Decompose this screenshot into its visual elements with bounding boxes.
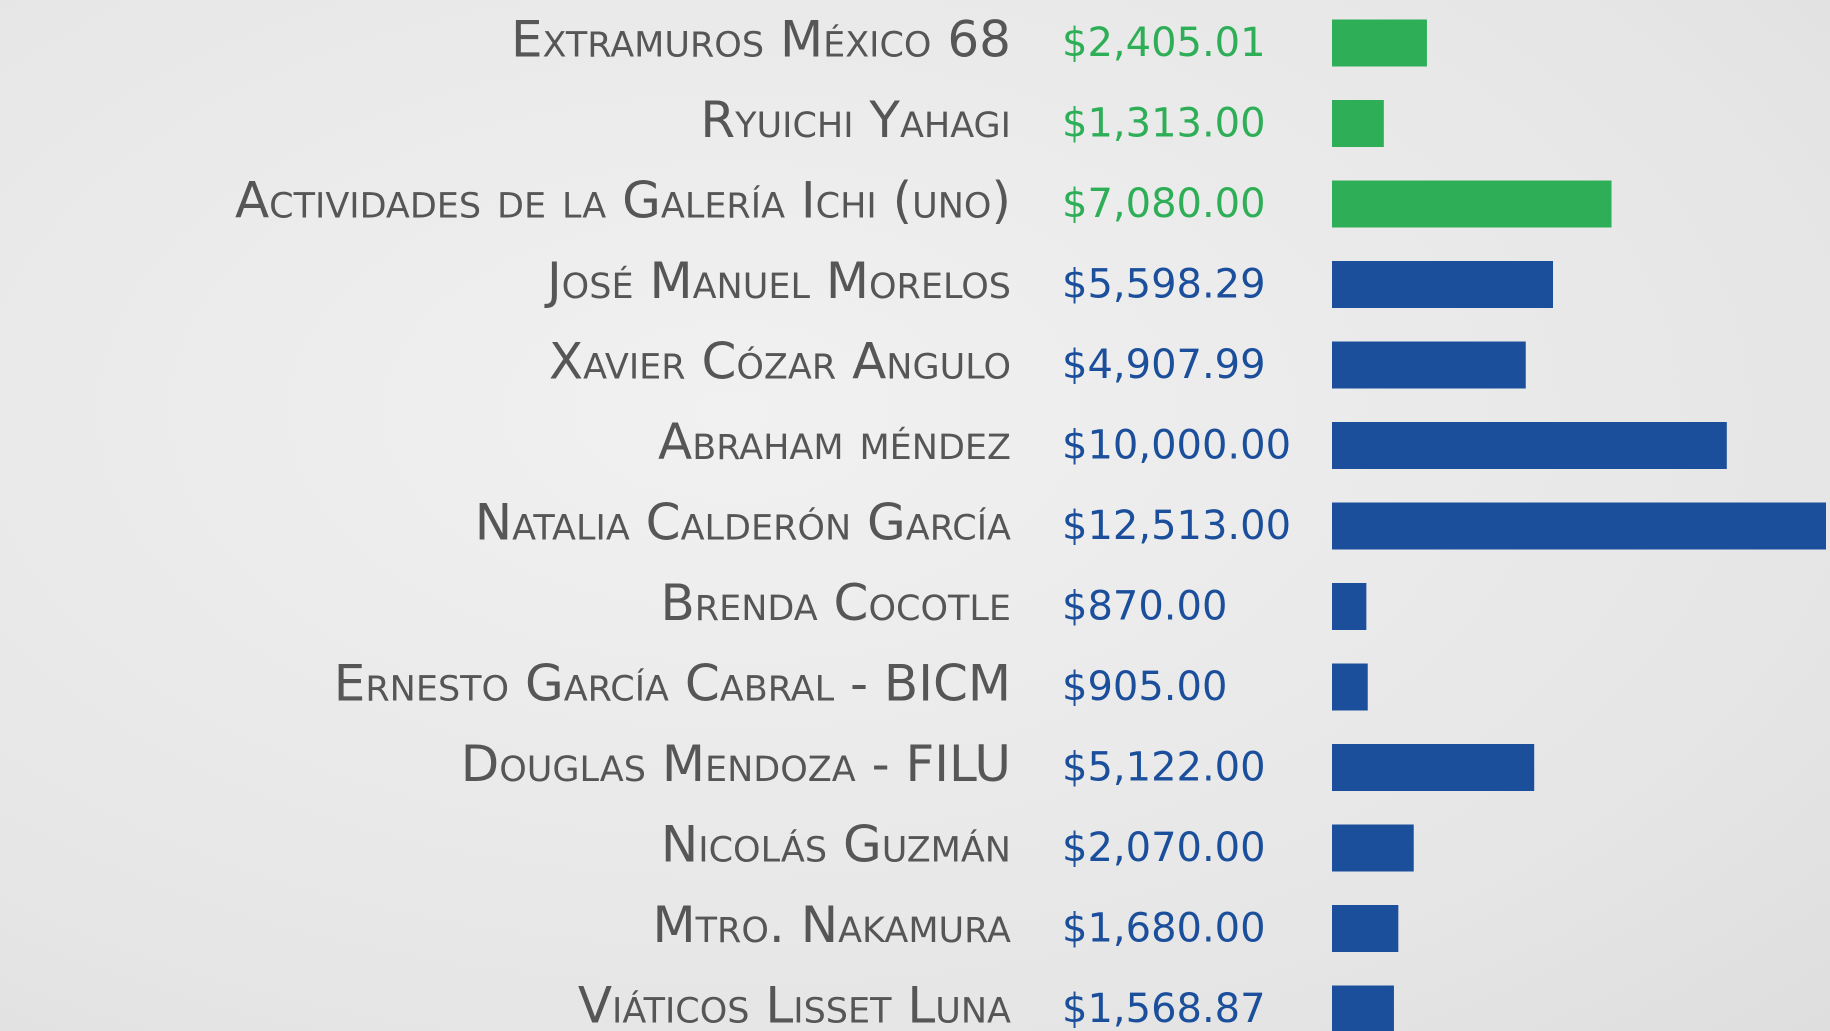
bar [1332, 583, 1367, 630]
bar [1332, 663, 1368, 711]
category-label: Natalia Calderón García [475, 494, 1011, 552]
bar [1332, 422, 1727, 469]
category-label: Extramuros México 68 [511, 11, 1011, 69]
value-label: $1,680.00 [1062, 906, 1266, 952]
value-label: $5,598.29 [1062, 262, 1266, 308]
category-label: Viáticos Lisset Luna [578, 977, 1011, 1031]
bar [1332, 341, 1526, 389]
category-label: Mtro. Nakamura [653, 896, 1012, 954]
value-label: $905.00 [1062, 664, 1227, 710]
category-label: Douglas Mendoza - FILU [461, 735, 1011, 793]
value-label: $870.00 [1062, 584, 1227, 630]
value-label: $1,568.87 [1062, 986, 1266, 1031]
bar [1332, 100, 1384, 147]
bar [1332, 180, 1612, 228]
category-label: Actividades de la Galería Ichi (uno) [235, 172, 1011, 230]
value-label: $2,070.00 [1062, 825, 1266, 871]
category-label: Nicolás Guzmán [661, 816, 1011, 874]
bar [1332, 502, 1826, 550]
category-label: Xavier Cózar Angulo [549, 333, 1011, 391]
value-label: $4,907.99 [1062, 342, 1266, 388]
bar [1332, 985, 1394, 1031]
value-label: $5,122.00 [1062, 745, 1266, 791]
value-label: $2,405.01 [1062, 20, 1266, 66]
category-label: José Manuel Morelos [544, 252, 1011, 310]
bar [1332, 905, 1399, 952]
value-label: $7,080.00 [1062, 181, 1266, 227]
value-label: $1,313.00 [1062, 101, 1266, 147]
bar [1332, 824, 1414, 872]
bar [1332, 261, 1554, 308]
value-label: $10,000.00 [1062, 423, 1291, 469]
category-label: Brenda Cocotle [660, 574, 1011, 632]
category-label: Abraham méndez [658, 413, 1011, 471]
bar [1332, 19, 1427, 67]
category-label: Ernesto García Cabral - BICM [334, 655, 1011, 713]
category-label: Ryuichi Yahagi [700, 91, 1011, 149]
value-label: $12,513.00 [1062, 503, 1291, 549]
bar [1332, 744, 1535, 791]
